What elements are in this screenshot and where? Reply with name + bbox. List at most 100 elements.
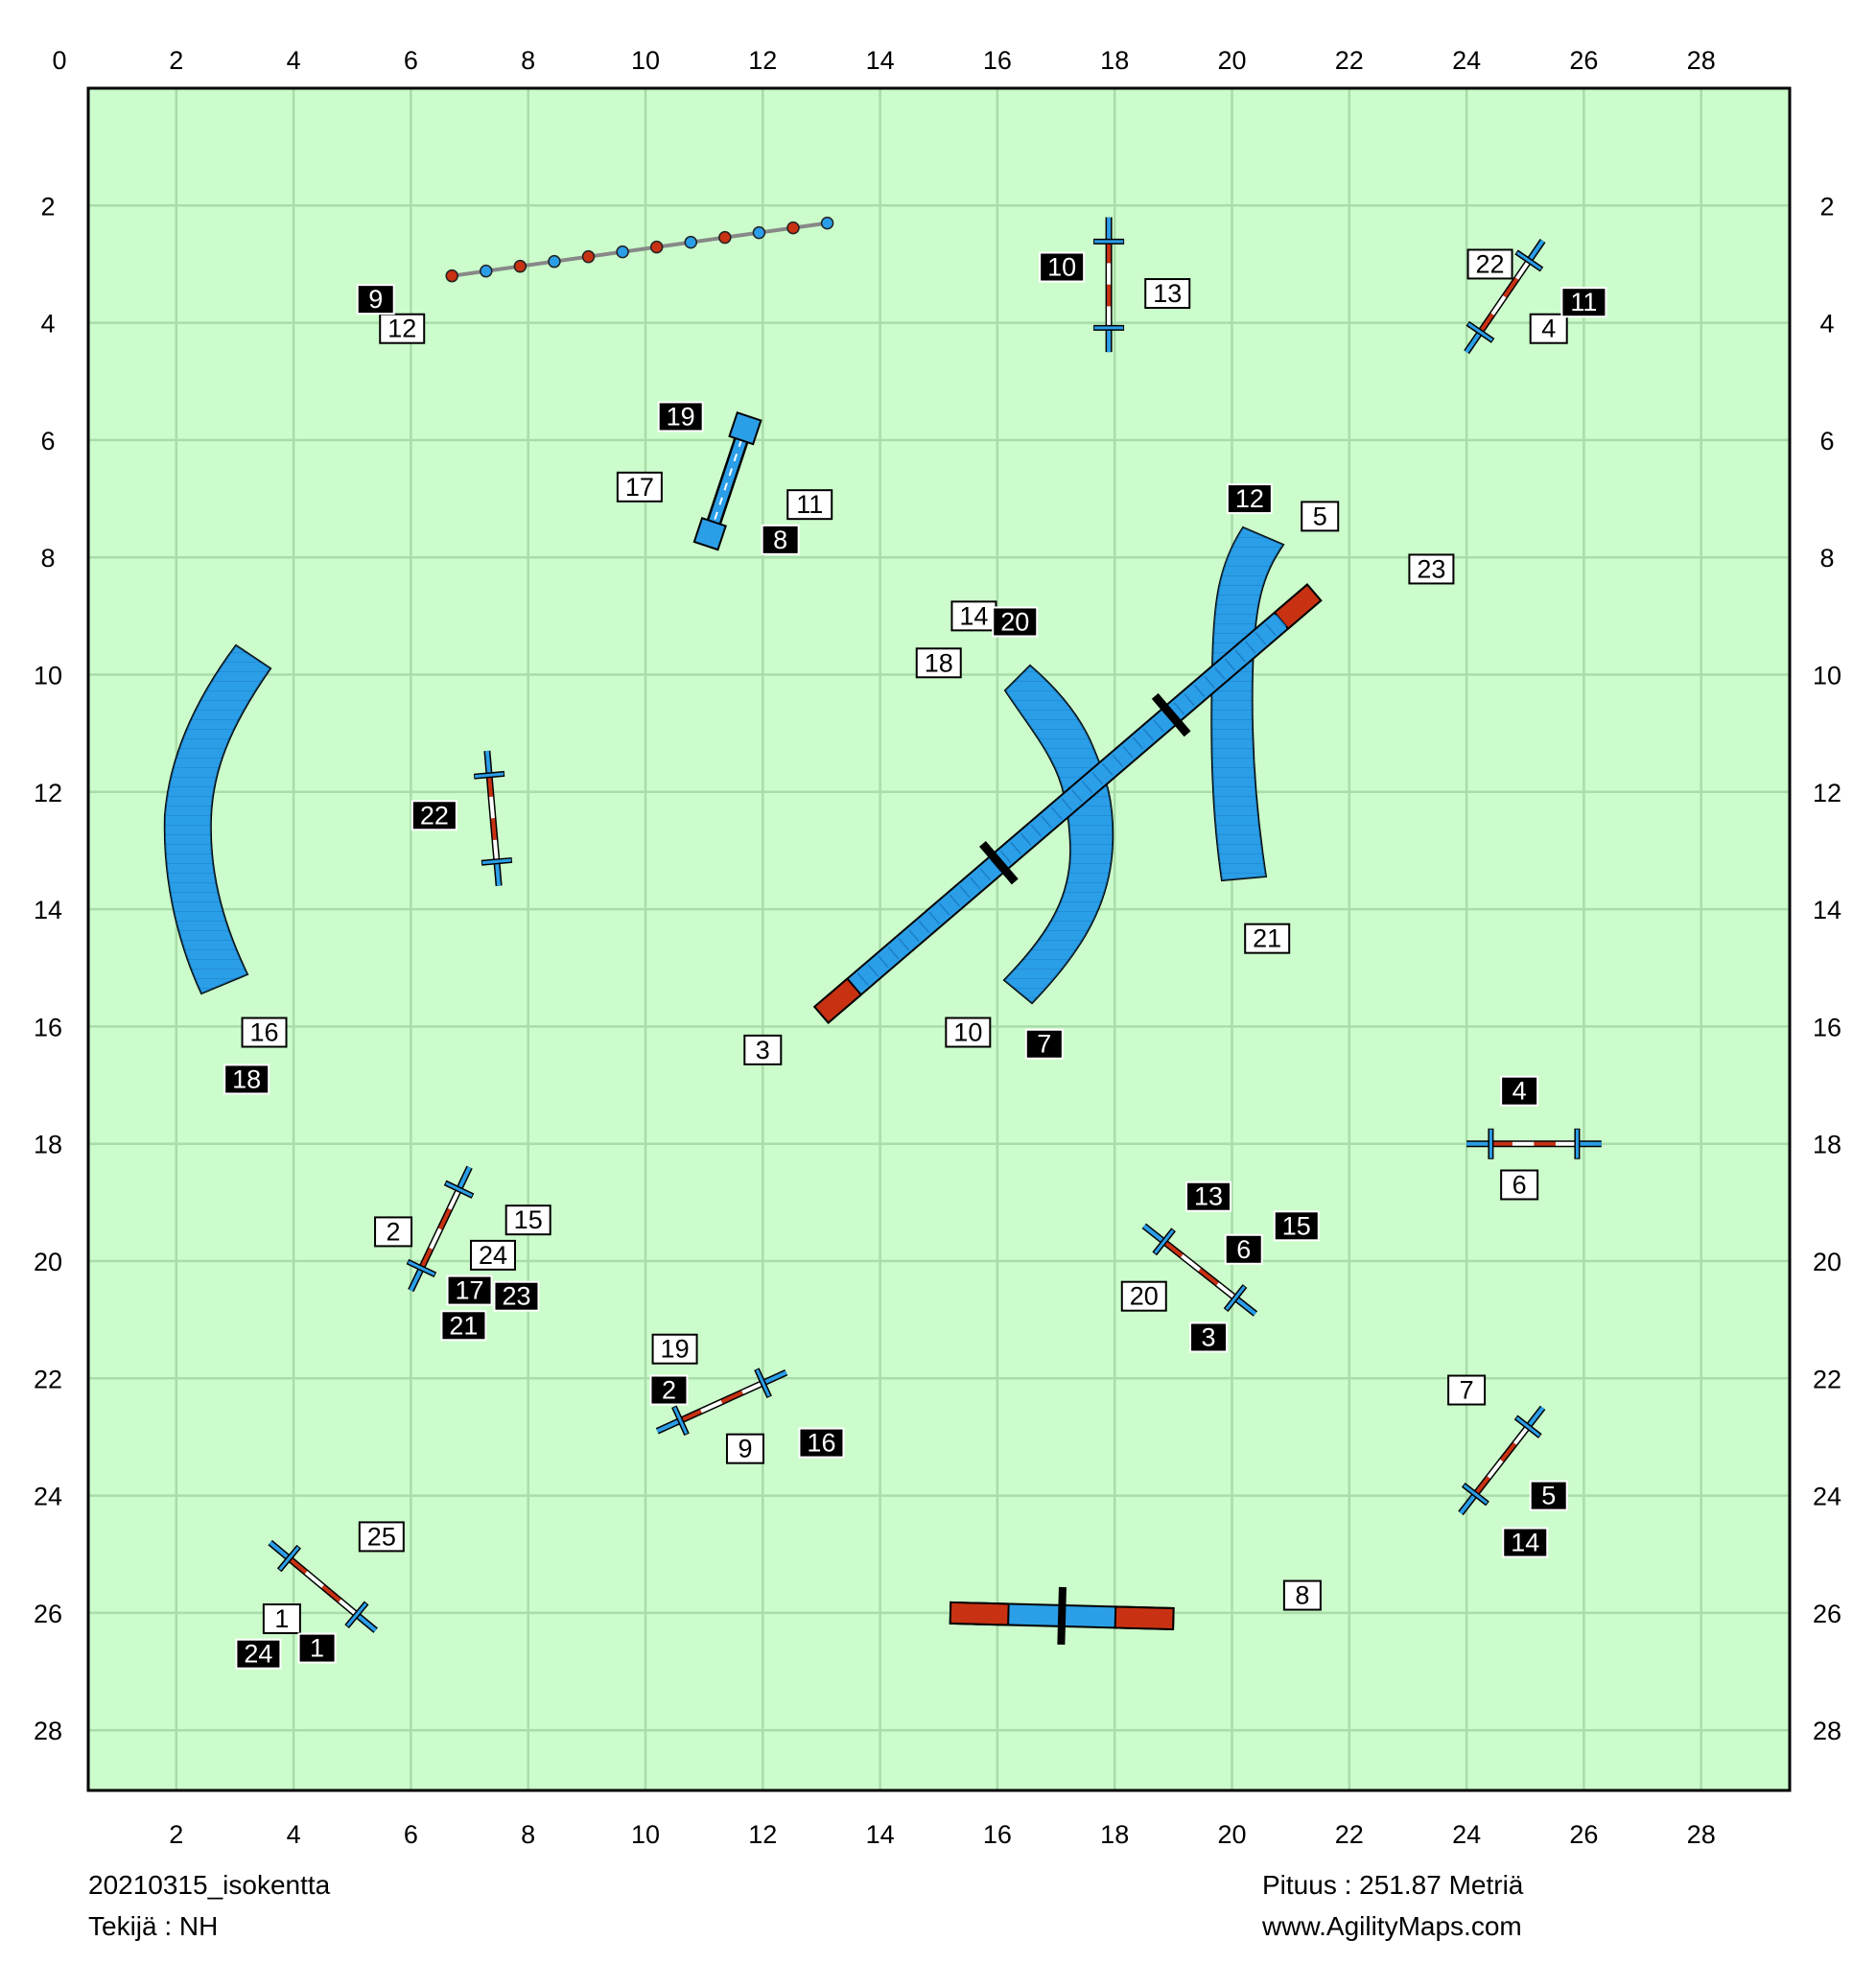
white-number-box: [1120, 1280, 1167, 1312]
black-number-box: [1024, 1028, 1064, 1060]
left-tick-label: 24: [34, 1483, 62, 1511]
jump-bar-segment: [1490, 294, 1507, 316]
dogwalk-slat: [999, 850, 1012, 864]
black-number-box: [297, 1632, 337, 1664]
white-number-box: [262, 1603, 301, 1635]
black-number-box: [1224, 1233, 1263, 1265]
white-number-text: 19: [661, 1335, 690, 1364]
dogwalk-slat: [1122, 745, 1134, 759]
aframe-apex: [1057, 1586, 1067, 1646]
dogwalk-slat: [887, 947, 900, 960]
weave-pole: [718, 230, 732, 245]
jump-bar-segment: [679, 1409, 702, 1423]
handler-number-white: 10: [945, 1017, 992, 1048]
black-number-text: 17: [456, 1276, 484, 1305]
jump-wing: [1465, 331, 1483, 354]
black-number-text: 6: [1236, 1235, 1251, 1264]
white-number-text: 24: [479, 1241, 507, 1270]
jump-wing: [1526, 1406, 1545, 1428]
dogwalk-slat: [1030, 824, 1043, 837]
dogwalk-slat: [1184, 692, 1195, 707]
top-tick-label: 2: [169, 46, 183, 75]
handler-number-black: 13: [1185, 1181, 1232, 1212]
right-tick-label: 16: [1813, 1013, 1841, 1041]
black-number-box: [1273, 1210, 1320, 1242]
jump-bar-segment: [304, 1571, 324, 1588]
jump-upright: [445, 1181, 473, 1198]
dogwalk-slat: [1050, 807, 1063, 820]
handler-number-white: 11: [786, 489, 833, 521]
white-number-box: [1466, 248, 1513, 280]
white-number-text: 14: [959, 601, 988, 630]
bottom-tick-label: 4: [287, 1820, 301, 1849]
jump-upright: [1467, 322, 1493, 341]
white-number-box: [1408, 553, 1455, 585]
dogwalk-contact-start: [812, 977, 863, 1024]
black-number-box: [761, 524, 800, 555]
weave-pole: [581, 249, 596, 264]
jump-bar-segment: [419, 1248, 433, 1270]
jump-wing: [484, 750, 492, 776]
handler-number-white: 18: [915, 647, 962, 679]
handler-number-black: 11: [1560, 287, 1607, 318]
dogwalk-slat: [959, 885, 971, 899]
left-tick-label: 2: [40, 192, 55, 221]
axes: 0 2 4 6 8 10 12 14 16 18 20 22 24 26 282 4 6 8 10 12 14 16 18 2…: [34, 46, 1841, 1849]
jump-body: [406, 1165, 475, 1293]
jump: [655, 1368, 788, 1437]
aframe-contact-start: [949, 1601, 1010, 1626]
field: [88, 88, 1790, 1790]
white-number-text: 6: [1513, 1171, 1527, 1200]
jump: [1458, 1405, 1546, 1516]
weave-pole: [649, 240, 664, 254]
jump-body: [1464, 239, 1546, 355]
dogwalk-slat: [1213, 666, 1226, 680]
dogwalk: [812, 583, 1323, 1024]
jump-bar-segment: [1513, 1425, 1530, 1445]
weave-pole: [684, 235, 698, 249]
jump-wing: [1459, 1492, 1477, 1515]
black-number-box: [1185, 1181, 1232, 1212]
jump-upright: [1515, 1416, 1540, 1438]
handler-number-black: 16: [798, 1427, 845, 1459]
handler-number-white: 4: [1529, 313, 1568, 344]
black-number-text: 22: [420, 801, 449, 830]
jump-bar-segment: [429, 1228, 442, 1250]
top-tick-label: 20: [1217, 46, 1246, 75]
dogwalk-slat: [898, 938, 910, 951]
top-tick-label: 4: [287, 46, 301, 75]
dogwalk-slat: [1224, 658, 1236, 671]
black-number-text: 9: [368, 285, 383, 314]
white-number-text: 11: [796, 490, 823, 519]
weave-pole: [513, 259, 528, 273]
top-tick-label: 26: [1569, 46, 1598, 75]
handler-number-black: 10: [1039, 251, 1086, 283]
handler-number-white: 14: [950, 600, 997, 632]
left-tick-label: 12: [34, 779, 62, 807]
jump-upright: [1154, 1229, 1175, 1254]
right-tick-label: 4: [1819, 310, 1834, 339]
black-number-text: 18: [232, 1064, 261, 1093]
white-number-box: [915, 647, 962, 679]
white-number-text: 17: [625, 473, 654, 502]
weave-pole: [445, 269, 458, 283]
white-number-box: [786, 489, 833, 521]
tunnel-middle: [1002, 664, 1114, 1005]
handler-number-white: 1: [262, 1603, 301, 1635]
jump: [1141, 1223, 1258, 1317]
white-number-text: 5: [1313, 502, 1327, 530]
tunnel-right: [1210, 526, 1285, 882]
jump: [1464, 239, 1546, 355]
black-number-text: 23: [502, 1282, 530, 1311]
bottom-tick-label: 28: [1687, 1820, 1716, 1849]
jump-body: [1141, 1223, 1258, 1317]
jump-bar-segment: [489, 796, 496, 819]
white-number-text: 9: [738, 1435, 752, 1463]
handler-number-white: 16: [241, 1017, 288, 1048]
dogwalk-slat: [878, 955, 889, 969]
black-number-text: 16: [807, 1429, 835, 1458]
website: www.AgilityMaps.com: [1262, 1911, 1522, 1941]
white-number-text: 4: [1541, 315, 1556, 343]
